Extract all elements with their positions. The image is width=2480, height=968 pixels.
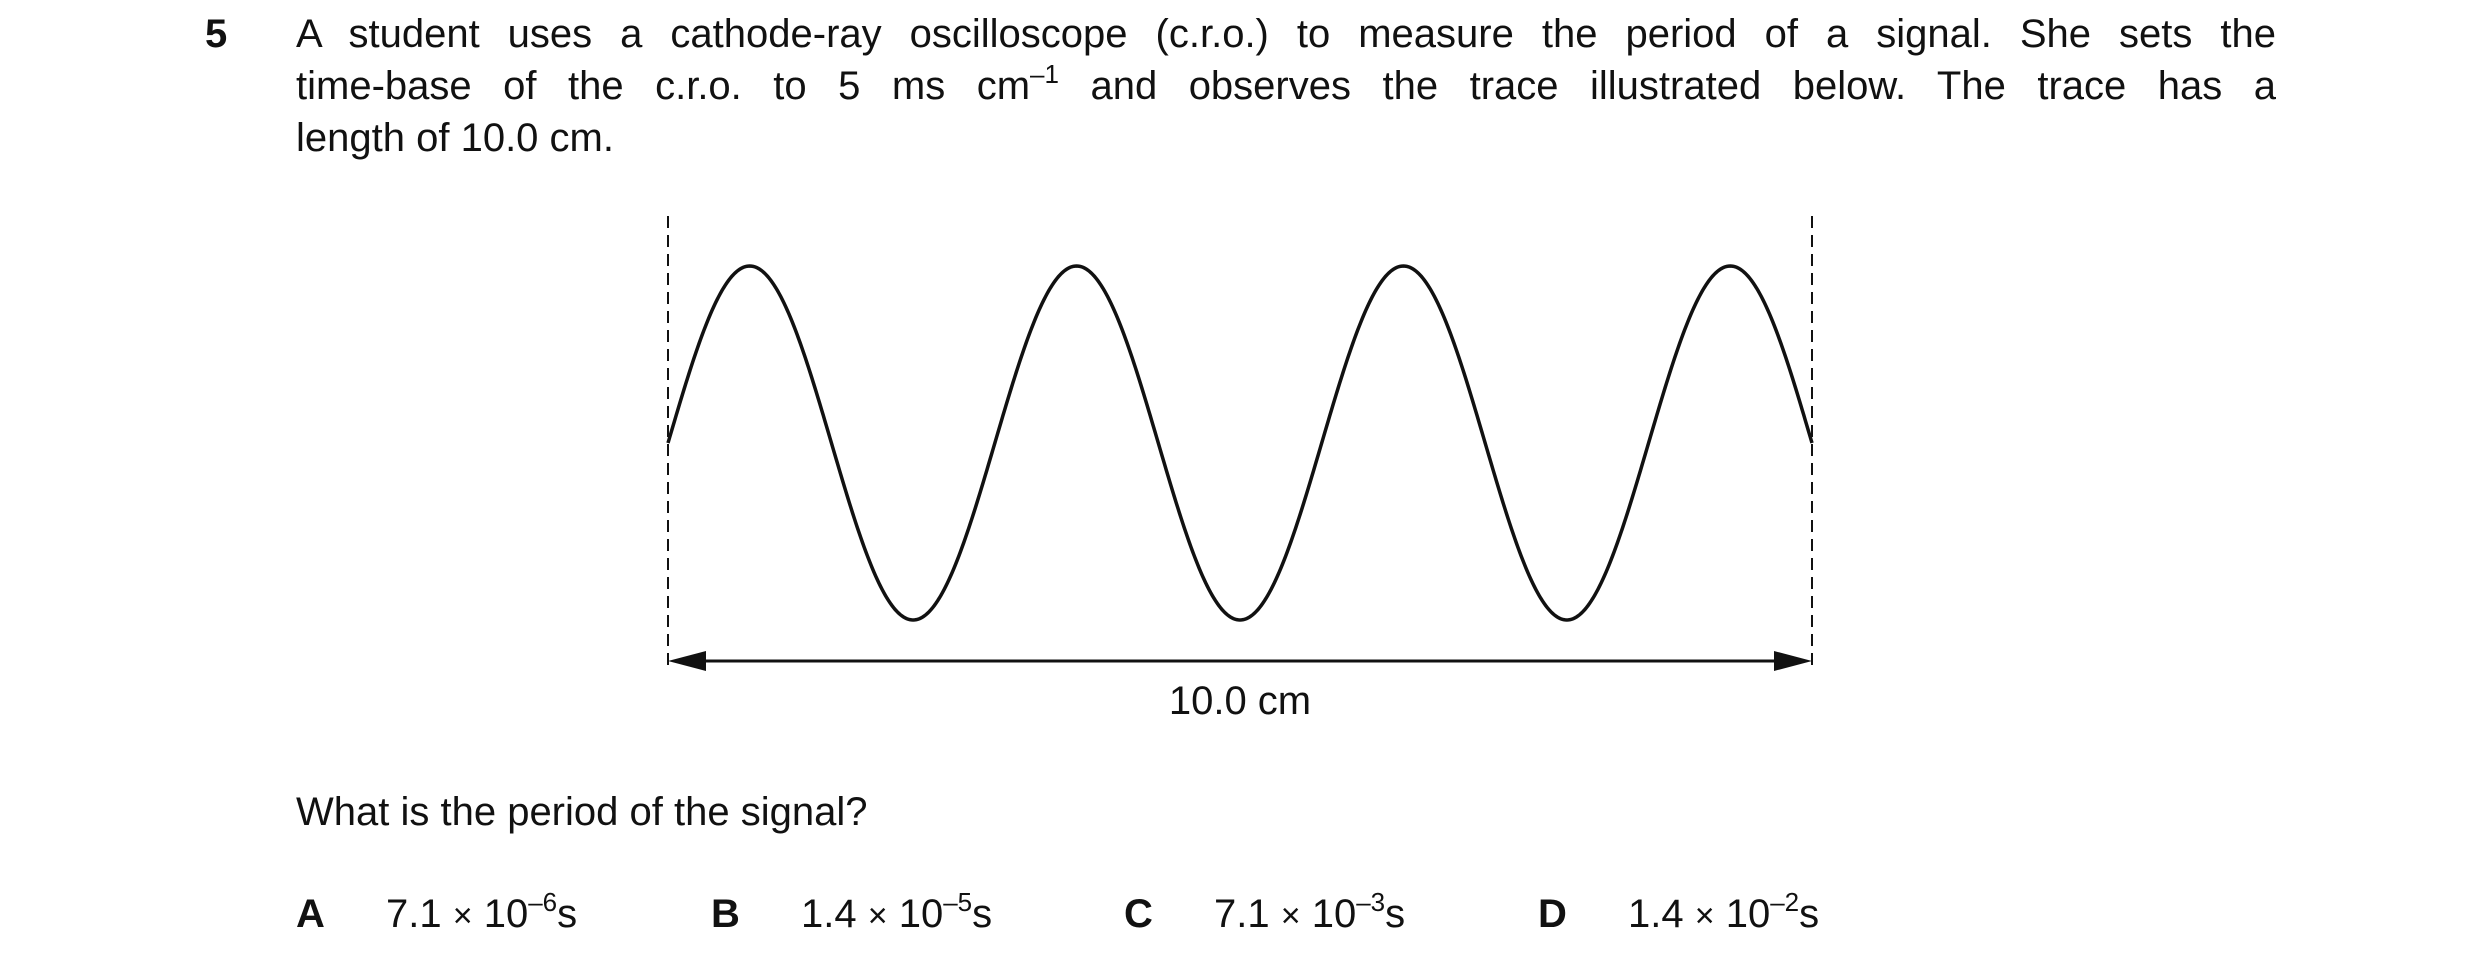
- option-d-mantissa: 1.4: [1628, 892, 1684, 936]
- option-a-base: 10: [483, 892, 529, 936]
- stem-line-2-start: time-base of the c.r.o. to 5 ms cm: [296, 64, 1031, 108]
- option-b-exponent: –5: [943, 886, 973, 917]
- option-a-exponent: –6: [528, 886, 558, 917]
- question-prompt: What is the period of the signal?: [296, 790, 868, 834]
- option-c-times: ×: [1280, 897, 1301, 935]
- option-c[interactable]: C 7.1 × 10–3s: [1124, 888, 1405, 942]
- stem-line-2-exponent: –1: [1030, 58, 1059, 89]
- sine-wave-trace: [666, 264, 1814, 622]
- option-a-mantissa: 7.1: [386, 892, 442, 936]
- length-arrow-right-head: [1774, 651, 1812, 671]
- option-c-letter: C: [1124, 892, 1153, 936]
- option-a-letter: A: [296, 892, 325, 936]
- option-b-letter: B: [711, 892, 740, 936]
- option-d-letter: D: [1538, 892, 1567, 936]
- option-b-unit: s: [972, 892, 993, 936]
- option-c-mantissa: 7.1: [1214, 892, 1270, 936]
- stem-line-2-end: and observes the trace illustrated below…: [1058, 64, 2276, 108]
- option-d-unit: s: [1799, 892, 1820, 936]
- option-a[interactable]: A 7.1 × 10–6s: [296, 888, 577, 942]
- stem-line-3: length of 10.0 cm.: [296, 116, 614, 160]
- length-arrow-left-head: [668, 651, 706, 671]
- option-d[interactable]: D 1.4 × 10–2s: [1538, 888, 1819, 942]
- option-b[interactable]: B 1.4 × 10–5s: [711, 888, 992, 942]
- option-c-exponent: –3: [1356, 886, 1386, 917]
- option-b-base: 10: [898, 892, 944, 936]
- stem-line-2: time-base of the c.r.o. to 5 ms cm–1 and…: [296, 60, 2276, 112]
- option-d-exponent: –2: [1770, 886, 1800, 917]
- option-c-unit: s: [1385, 892, 1406, 936]
- length-label: 10.0 cm: [1169, 679, 1311, 723]
- option-d-times: ×: [1694, 897, 1715, 935]
- option-d-base: 10: [1725, 892, 1771, 936]
- question-stem: A student uses a cathode-ray oscilloscop…: [296, 8, 2276, 164]
- option-b-mantissa: 1.4: [801, 892, 857, 936]
- option-a-times: ×: [452, 897, 473, 935]
- question-number: 5: [205, 12, 228, 56]
- option-c-base: 10: [1311, 892, 1357, 936]
- option-a-unit: s: [557, 892, 578, 936]
- option-b-times: ×: [867, 897, 888, 935]
- stem-line-1: A student uses a cathode-ray oscilloscop…: [296, 12, 2276, 56]
